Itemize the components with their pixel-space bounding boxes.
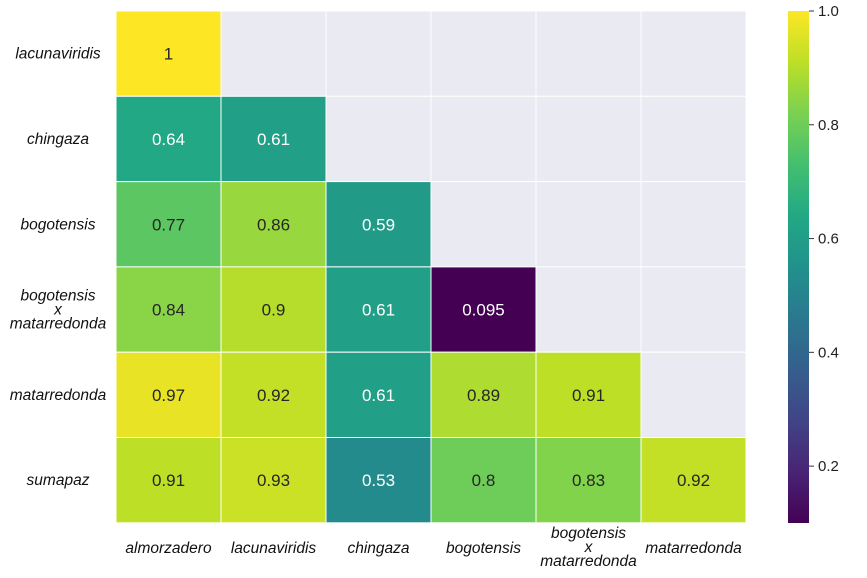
y-tick-label: sumapaz — [27, 472, 90, 489]
heatmap-cell — [115, 10, 222, 97]
y-tick-label: bogotensis — [21, 216, 96, 233]
y-axis-tick-labels: lacunaviridis chingaza bogotensis bogotensi… — [10, 46, 107, 489]
colorbar-gradient — [788, 11, 809, 523]
heatmap-cell — [640, 437, 747, 524]
heatmap-empty-cell — [430, 10, 537, 97]
colorbar-tick-label: 0.6 — [818, 231, 839, 248]
heatmap-cell — [115, 437, 222, 524]
cell-value-label: 0.64 — [152, 130, 185, 149]
cell-value-label: 0.84 — [152, 301, 185, 320]
heatmap-cell — [325, 351, 432, 439]
heatmap-cell — [220, 181, 327, 268]
heatmap-cell — [115, 95, 222, 183]
y-tick-label: matarredonda — [10, 316, 107, 333]
heatmap-empty-cell — [640, 181, 747, 268]
cell-value-label: 0.61 — [257, 130, 290, 149]
cell-value-label: 0.97 — [152, 386, 185, 405]
heatmap-empty-cell — [535, 10, 642, 97]
heatmap-cell-labels: 1 0.64 0.61 0.77 0.86 0.59 0.84 0.9 0.61 0.095 0.9… — [152, 45, 710, 490]
y-tick-label: matarredonda — [10, 387, 107, 404]
heatmap-cell — [325, 437, 432, 524]
heatmap-cell — [535, 351, 642, 439]
y-tick-label: x — [53, 302, 63, 319]
colorbar-tick-label: 1.0 — [818, 3, 839, 20]
x-tick-label: chingaza — [347, 540, 409, 557]
cell-value-label: 0.93 — [257, 471, 290, 490]
x-tick-label: bogotensis — [446, 540, 521, 557]
heatmap-empty-cell — [325, 10, 432, 97]
heatmap-empty-cell — [430, 95, 537, 183]
y-tick-label: bogotensis — [21, 288, 96, 305]
cell-value-label: 0.91 — [572, 386, 605, 405]
x-tick-label: bogotensis — [551, 525, 626, 542]
heatmap-cell — [430, 437, 537, 524]
cell-value-label: 0.095 — [462, 301, 505, 320]
cell-value-label: 0.61 — [362, 386, 395, 405]
y-tick-label: chingaza — [27, 131, 89, 148]
cell-value-label: 0.53 — [362, 471, 395, 490]
colorbar-tick-label: 0.2 — [818, 458, 839, 475]
cell-value-label: 0.83 — [572, 471, 605, 490]
cell-value-label: 0.91 — [152, 471, 185, 490]
cell-value-label: 0.61 — [362, 301, 395, 320]
x-tick-label: matarredonda — [645, 540, 742, 557]
heatmap-cell — [220, 437, 327, 524]
heatmap-cell — [430, 266, 537, 353]
heatmap-empty-cell — [535, 181, 642, 268]
cell-value-label: 1 — [164, 45, 173, 64]
colorbar: 0.2 0.4 0.6 0.8 1.0 — [788, 3, 839, 523]
heatmap-empty-cell — [640, 351, 747, 439]
cell-value-label: 0.89 — [467, 386, 500, 405]
heatmap-cell — [325, 181, 432, 268]
cell-value-label: 0.92 — [677, 471, 710, 490]
heatmap-empty-cell — [640, 95, 747, 183]
cell-value-label: 0.59 — [362, 215, 395, 234]
heatmap-empty-cell — [640, 10, 747, 97]
y-tick-label: lacunaviridis — [15, 46, 101, 63]
x-tick-label: almorzadero — [125, 540, 212, 557]
cell-value-label: 0.8 — [472, 471, 496, 490]
cell-value-label: 0.92 — [257, 386, 290, 405]
heatmap-empty-cell — [535, 95, 642, 183]
heatmap-cell — [220, 95, 327, 183]
x-tick-label: matarredonda — [540, 553, 637, 570]
heatmap-empty-cell — [220, 10, 327, 97]
x-axis-tick-labels: almorzadero lacunaviridis chingaza bogotens… — [125, 525, 742, 570]
cell-value-label: 0.77 — [152, 215, 185, 234]
heatmap-cell — [220, 266, 327, 353]
heatmap-empty-cell — [535, 266, 642, 353]
heatmap-cells — [115, 10, 747, 524]
heatmap-empty-cell — [325, 95, 432, 183]
colorbar-tick-label: 0.4 — [818, 344, 839, 361]
x-tick-label: lacunaviridis — [231, 540, 317, 557]
heatmap-empty-cell — [430, 181, 537, 268]
cell-value-label: 0.9 — [262, 301, 286, 320]
x-tick-label: x — [584, 539, 594, 556]
heatmap-cell — [430, 351, 537, 439]
heatmap-cell — [220, 351, 327, 439]
cell-value-label: 0.86 — [257, 215, 290, 234]
heatmap-cell — [115, 181, 222, 268]
colorbar-tick-label: 0.8 — [818, 117, 839, 134]
heatmap-cell — [535, 437, 642, 524]
heatmap-empty-cell — [640, 266, 747, 353]
